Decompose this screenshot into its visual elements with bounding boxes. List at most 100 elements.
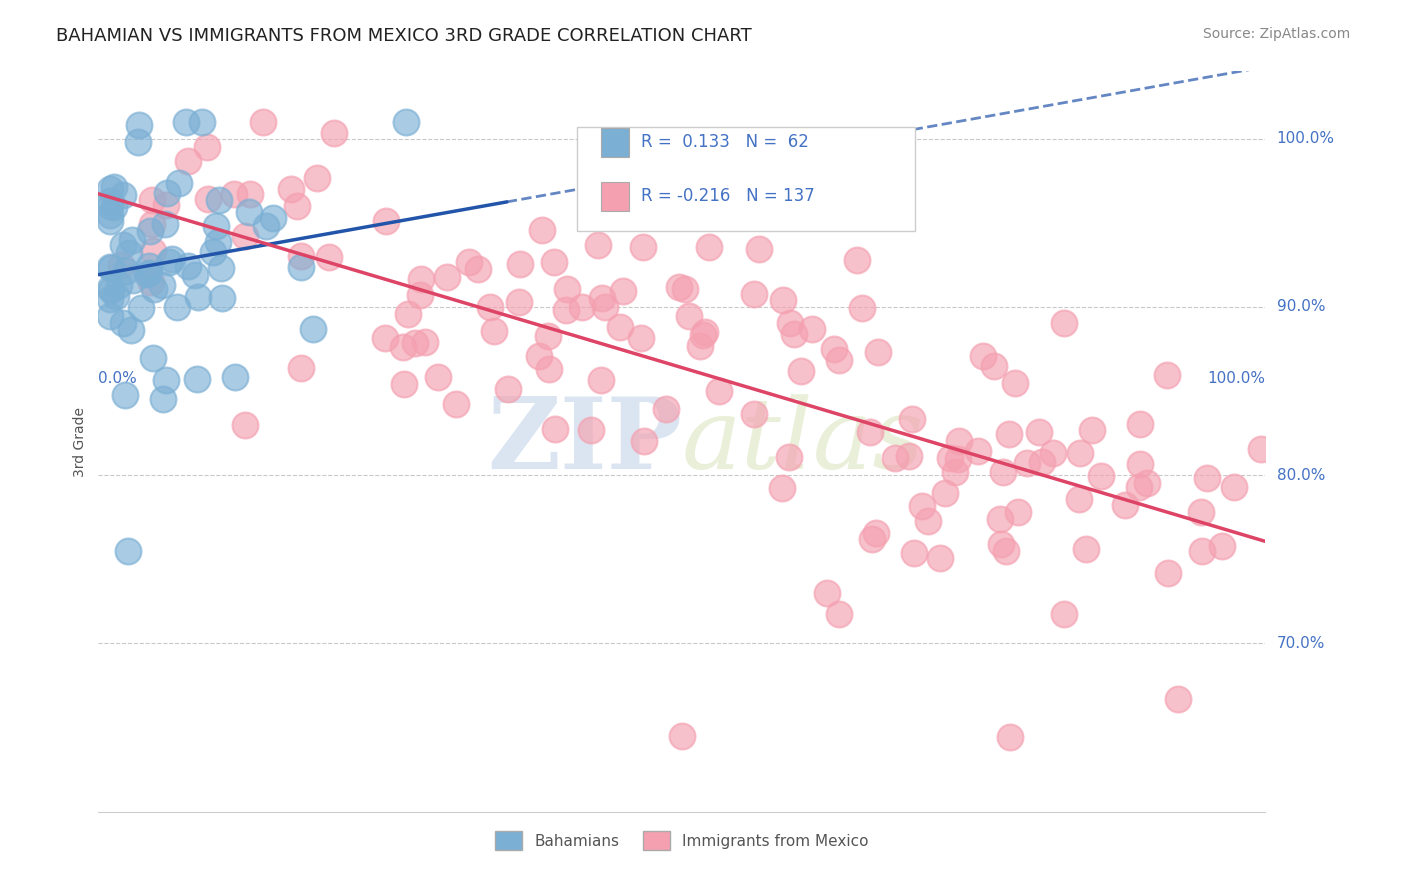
Point	[392, 340, 415, 354]
Text: R = -0.216   N = 137: R = -0.216 N = 137	[641, 186, 815, 205]
Point	[934, 486, 956, 500]
Point	[128, 119, 150, 133]
Point	[318, 250, 340, 264]
Point	[1053, 607, 1076, 622]
Point	[166, 300, 188, 314]
Point	[112, 237, 135, 252]
Point	[396, 307, 419, 321]
Point	[630, 331, 652, 345]
Point	[105, 289, 128, 303]
Point	[742, 287, 765, 301]
Point	[482, 324, 505, 338]
Point	[120, 324, 142, 338]
Point	[118, 245, 141, 260]
Point	[98, 208, 121, 222]
Point	[155, 198, 177, 212]
Point	[153, 217, 176, 231]
Point	[98, 309, 121, 323]
FancyBboxPatch shape	[576, 127, 915, 230]
Point	[1114, 498, 1136, 512]
Point	[302, 322, 325, 336]
Point	[865, 525, 887, 540]
Point	[536, 329, 558, 343]
Point	[239, 186, 262, 201]
Point	[801, 322, 824, 336]
Point	[467, 261, 489, 276]
Point	[579, 423, 602, 437]
Point	[98, 181, 121, 195]
Point	[929, 551, 952, 566]
Point	[748, 242, 770, 256]
Point	[1053, 316, 1076, 330]
Point	[224, 187, 246, 202]
Point	[866, 344, 889, 359]
Point	[252, 115, 274, 129]
Point	[138, 266, 160, 280]
Point	[103, 200, 125, 214]
Point	[609, 319, 631, 334]
Point	[427, 369, 450, 384]
Point	[211, 291, 233, 305]
FancyBboxPatch shape	[602, 182, 630, 211]
Point	[100, 283, 122, 297]
Point	[1069, 492, 1091, 507]
Point	[697, 240, 720, 254]
Point	[254, 219, 277, 233]
Point	[673, 282, 696, 296]
Point	[111, 187, 134, 202]
Point	[778, 450, 800, 464]
Point	[107, 278, 129, 293]
Point	[117, 544, 139, 558]
Point	[142, 244, 165, 259]
Point	[815, 586, 838, 600]
Text: 70.0%: 70.0%	[1277, 636, 1324, 651]
Point	[555, 303, 578, 318]
Point	[823, 342, 845, 356]
Point	[509, 257, 531, 271]
Point	[98, 292, 121, 306]
Text: 0.0%: 0.0%	[98, 371, 138, 386]
Point	[174, 115, 197, 129]
Point	[186, 372, 208, 386]
Point	[285, 199, 308, 213]
Text: BAHAMIAN VS IMMIGRANTS FROM MEXICO 3RD GRADE CORRELATION CHART: BAHAMIAN VS IMMIGRANTS FROM MEXICO 3RD G…	[56, 27, 752, 45]
Point	[537, 361, 560, 376]
Point	[152, 392, 174, 406]
Point	[1156, 368, 1178, 382]
Point	[100, 261, 122, 276]
Point	[457, 255, 479, 269]
Point	[709, 384, 731, 398]
Point	[290, 260, 312, 275]
Point	[110, 258, 132, 272]
Point	[770, 481, 793, 495]
Point	[828, 353, 851, 368]
Point	[98, 280, 121, 294]
Point	[993, 465, 1015, 479]
Point	[1157, 566, 1180, 581]
Point	[588, 238, 610, 252]
Point	[190, 115, 212, 129]
Point	[404, 335, 426, 350]
Point	[695, 326, 717, 340]
Point	[689, 339, 711, 353]
Point	[655, 401, 678, 416]
Point	[413, 335, 436, 350]
Point	[197, 192, 219, 206]
Point	[98, 214, 121, 228]
Point	[1136, 476, 1159, 491]
Point	[911, 500, 934, 514]
Point	[1028, 425, 1050, 439]
Text: 80.0%: 80.0%	[1277, 467, 1324, 483]
Point	[103, 179, 125, 194]
Point	[851, 301, 873, 316]
Point	[1015, 456, 1038, 470]
Point	[948, 452, 970, 467]
Point	[374, 330, 396, 344]
Point	[207, 235, 229, 249]
Point	[1191, 543, 1213, 558]
Legend: Bahamians, Immigrants from Mexico: Bahamians, Immigrants from Mexico	[489, 825, 875, 856]
Point	[1128, 480, 1150, 494]
Point	[779, 316, 801, 330]
Point	[901, 412, 924, 426]
Point	[593, 300, 616, 314]
